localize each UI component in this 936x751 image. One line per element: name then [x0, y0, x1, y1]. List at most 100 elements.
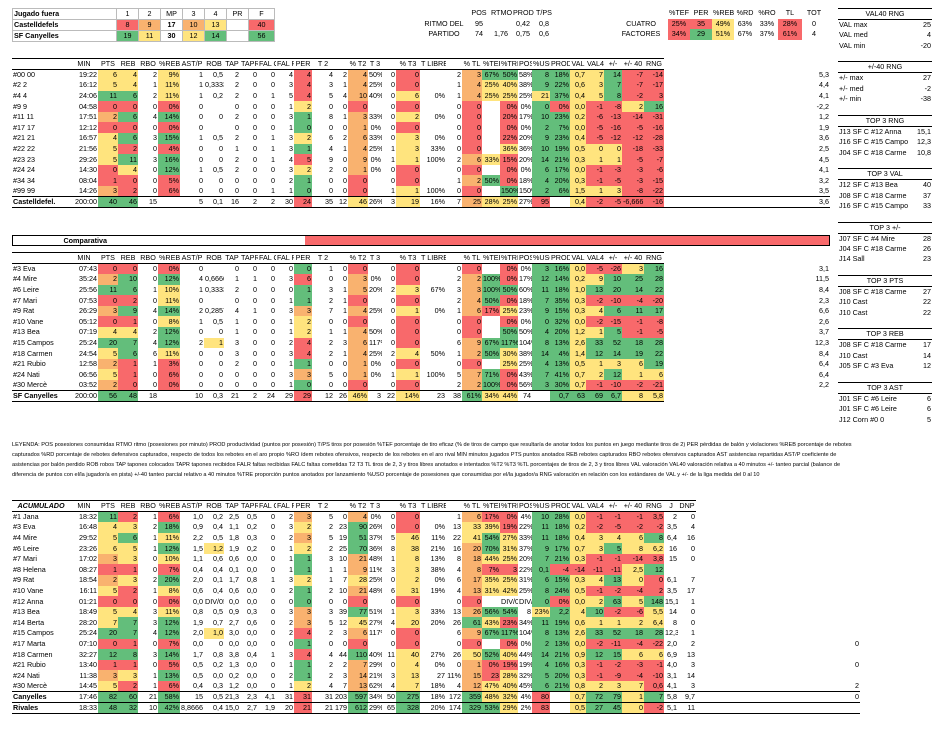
acum-row: #7 Mari 17:02 3 3 0 10% 1,1 0,6 0,6 0,0 0 1 1 3 10 21 48…	[12, 553, 860, 565]
stat-cell: 2,6	[570, 337, 586, 349]
factor-label: FACTORES	[621, 29, 661, 39]
stat-cell: 1	[396, 186, 420, 197]
stat-cell: 0	[271, 585, 275, 595]
stat-cell: 4	[98, 522, 118, 533]
stat-cell: 1	[586, 617, 604, 629]
stat-cell: 7	[343, 681, 347, 691]
stat-cell: 62%	[369, 681, 382, 691]
stat-cell: 0,9	[193, 522, 203, 532]
stat-cell: 1	[294, 553, 312, 565]
stat-cell: 0	[219, 369, 223, 379]
stat-cell: 0	[348, 596, 368, 607]
team-header: %USO	[532, 252, 550, 264]
stat-cell: 6	[532, 681, 550, 692]
acum-row: #12 Anna 01:21 0 0 0 0% 0,0 DIV/0! 0,0 0,0 0 0 0 0 0 0 0…	[12, 596, 860, 607]
side-value: 6	[927, 393, 932, 403]
side-value: 37	[923, 190, 932, 200]
stat-cell: 2	[289, 337, 293, 347]
stat-cell: 40%	[500, 681, 518, 692]
stat-cell: 8	[457, 554, 461, 564]
stat-cell: -5	[604, 522, 622, 533]
stat-cell: 0	[118, 596, 138, 607]
team-header	[446, 252, 462, 264]
stat-cell: 43%	[519, 369, 532, 379]
stat-cell: 0	[118, 101, 138, 112]
stat-cell: 0,8	[247, 575, 257, 585]
factor-value: 34%	[668, 29, 690, 40]
player-name: #18 Carmen	[13, 649, 53, 659]
stat-cell	[482, 122, 500, 133]
stat-cell: 0,4	[193, 681, 203, 691]
rivals-header: TAPR	[240, 58, 258, 70]
rhythm-value: 0,6	[539, 29, 549, 39]
stat-cell: 2	[329, 543, 333, 553]
stat-cell: 0	[98, 295, 118, 306]
stat-cell: 0	[199, 359, 203, 369]
stat-cell: 0	[199, 175, 203, 185]
stat-cell: 0	[462, 316, 482, 328]
stat-cell: 0,0	[570, 511, 586, 523]
stat-cell: 1	[253, 306, 257, 316]
stat-cell: 0	[462, 596, 482, 607]
player-name: #15 Campos	[13, 337, 54, 347]
total-cell: 30	[276, 196, 294, 209]
stat-cell: -2	[622, 90, 644, 102]
score-cell: 9	[138, 19, 161, 31]
stat-cell: 0	[396, 295, 420, 306]
stat-cell	[420, 628, 446, 639]
side-label: J12 SF C #13 Bea	[839, 180, 898, 190]
side-value: 28	[923, 233, 932, 243]
stat-cell: 14	[532, 154, 550, 165]
side-row: J01 SF C #6 Leire 6	[838, 404, 932, 415]
stat-cell: 30%	[550, 380, 570, 391]
total-cell: 32	[118, 702, 138, 715]
stat-cell: 50%	[482, 175, 500, 187]
stat-cell: 4	[294, 69, 312, 81]
stat-cell: 0	[153, 165, 157, 175]
stat-cell: 2	[289, 628, 293, 638]
team-header: VAL	[570, 252, 586, 264]
stat-cell: 0,4	[213, 585, 223, 595]
stat-cell: 52%	[482, 649, 500, 660]
stat-cell: 5	[604, 543, 622, 554]
stat-cell: 0	[271, 543, 275, 553]
stat-cell: 0%	[520, 165, 531, 175]
stat-cell: 13	[586, 284, 604, 296]
total-cell: 15,0	[224, 702, 240, 715]
stat-cell: 0,0	[247, 681, 257, 691]
stat-cell: 0	[271, 337, 275, 347]
side-row: +/- min -38	[838, 94, 932, 105]
stat-cell	[204, 295, 224, 306]
total-cell: 26%	[368, 196, 382, 209]
stat-cell: 3	[391, 564, 395, 574]
stat-cell: 1	[289, 554, 293, 564]
team-header: %TEF	[482, 252, 500, 264]
player-name: #1 Jana	[13, 512, 39, 522]
stat-cell: 0	[343, 122, 347, 132]
stat-cell: 11	[387, 649, 395, 659]
stat-cell: 0	[153, 186, 157, 196]
stat-cell: -16	[644, 122, 664, 134]
stat-cell: 0,0	[247, 596, 257, 606]
stat-cell: 7	[691, 575, 695, 585]
stat-cell: 0	[271, 359, 275, 369]
stat-cell: 0,3	[570, 305, 586, 317]
stat-cell: 0	[118, 175, 138, 187]
stat-cell: 5	[98, 143, 118, 155]
side-value: 12,3	[917, 137, 932, 147]
stat-cell: 0	[391, 165, 395, 175]
rhythm-header: T/PS	[536, 8, 552, 18]
stat-cell: 4	[570, 606, 586, 618]
stat-cell: 33%	[369, 133, 382, 143]
stat-cell: 2	[329, 628, 333, 638]
stat-cell: 4%	[550, 348, 570, 359]
stat-cell	[482, 144, 500, 155]
stat-cell: 0	[199, 122, 203, 132]
rhythm-value: 1,76	[494, 29, 508, 39]
stat-cell: -2,2	[816, 101, 829, 111]
stat-cell: 0	[271, 532, 275, 542]
stat-cell: 2	[153, 522, 157, 532]
stat-cell: 4	[343, 90, 347, 100]
stat-cell: 33%	[369, 112, 382, 122]
total-cell: 8,8666	[180, 702, 204, 715]
